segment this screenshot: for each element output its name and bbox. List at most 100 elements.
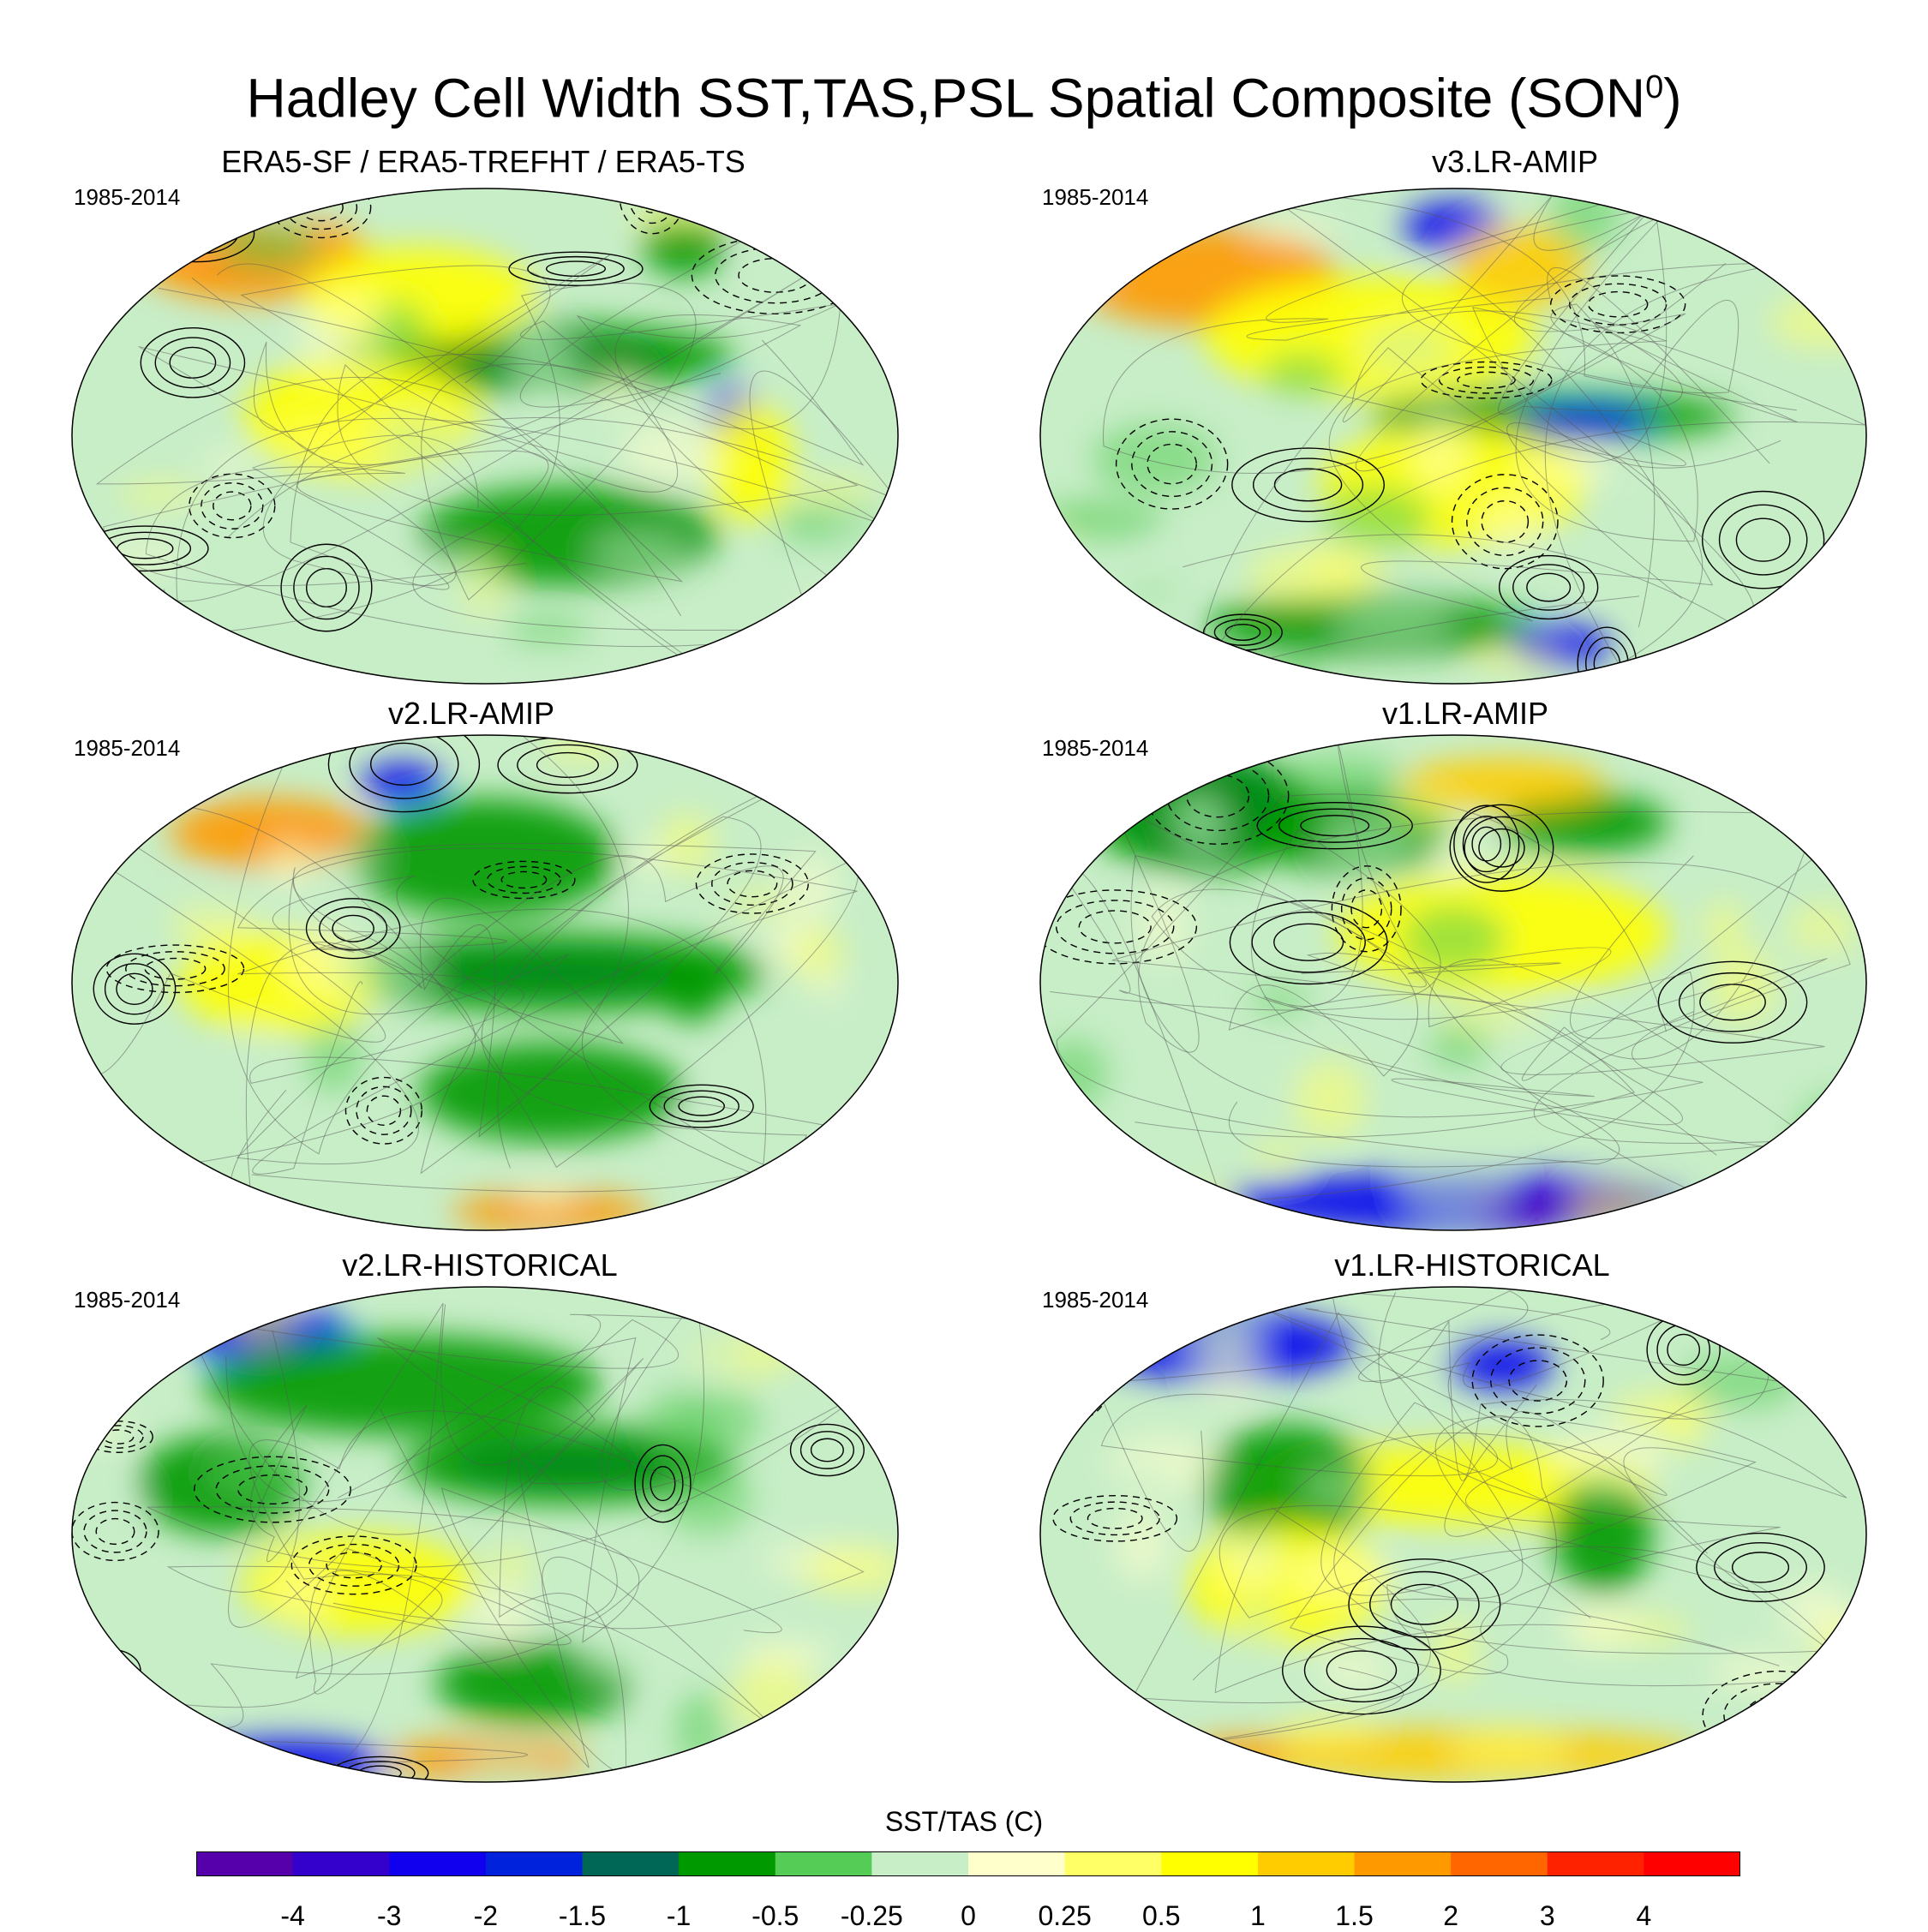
anomaly-patch — [816, 1153, 895, 1175]
anomaly-patch — [202, 1335, 602, 1435]
anomaly-patch — [626, 1310, 739, 1388]
anomaly-patch — [1219, 1546, 1282, 1588]
psl-contour — [1348, 1558, 1501, 1651]
psl-contour — [1331, 865, 1402, 953]
panel-period-v1-lr-historical: 1985-2014 — [1042, 1287, 1149, 1313]
psl-contour — [1498, 554, 1599, 620]
anomaly-patch — [1040, 234, 1113, 290]
panel-period-v2-lr-amip: 1985-2014 — [74, 735, 181, 761]
anomaly-patch — [1503, 793, 1669, 853]
map-v2-lr-amip — [71, 734, 899, 1231]
colorbar-swatch — [1644, 1851, 1740, 1876]
coastline — [1131, 1312, 1853, 1704]
coastline — [1057, 735, 1775, 1223]
map-outline — [71, 188, 899, 685]
psl-contour — [93, 953, 177, 1025]
anomaly-patch — [1471, 648, 1563, 672]
anomaly-patch — [111, 1724, 176, 1782]
coastline — [1183, 190, 1755, 627]
colorbar-tick-label: -2 — [473, 1900, 499, 1931]
coastline — [138, 254, 811, 602]
psl-contour — [500, 870, 548, 889]
psl-contour — [1798, 1300, 1866, 1392]
coastline — [309, 1304, 644, 1768]
psl-contour — [1213, 619, 1272, 646]
anomaly-patch — [743, 205, 847, 268]
anomaly-patch — [686, 1092, 733, 1155]
anomaly-patch — [1177, 1309, 1263, 1361]
anomaly-patch — [506, 615, 591, 644]
coastline — [1050, 828, 1837, 1159]
anomaly-patch — [1387, 793, 1458, 827]
psl-contour — [72, 1501, 159, 1562]
psl-contour — [154, 212, 239, 255]
anomaly-patch — [852, 893, 888, 915]
coastline — [1202, 201, 1798, 628]
anomaly-patch — [657, 812, 716, 876]
anomaly-patch — [1113, 1506, 1171, 1583]
psl-contour — [536, 751, 599, 779]
psl-contour — [1420, 361, 1553, 399]
anomaly-patch — [799, 1287, 898, 1347]
anomaly-patch — [1332, 603, 1453, 640]
panel-title-v1-lr-historical: v1.LR-HISTORICAL — [1334, 1247, 1610, 1283]
psl-contour — [327, 735, 481, 813]
psl-contour — [1464, 816, 1540, 880]
psl-contour — [663, 1090, 739, 1122]
psl-contour — [270, 188, 372, 239]
psl-contour — [1457, 371, 1516, 389]
psl-contour — [1667, 1333, 1701, 1367]
coastline — [229, 847, 858, 1223]
anomaly-patch — [117, 482, 203, 507]
anomaly-patch — [1783, 1582, 1847, 1625]
anomaly-patch — [299, 295, 391, 374]
psl-contour — [1224, 624, 1261, 641]
anomaly-patch — [1519, 406, 1653, 436]
psl-contour — [102, 1429, 135, 1445]
psl-contour — [1438, 366, 1535, 394]
anomaly-patch — [1040, 188, 1134, 218]
anomaly-patch — [1727, 1187, 1831, 1230]
anomaly-patch — [794, 1757, 853, 1782]
anomaly-patch — [1248, 547, 1368, 604]
anomaly-patch — [1184, 1062, 1313, 1099]
colorbar-swatch — [1451, 1851, 1548, 1876]
psl-contour — [1303, 1637, 1420, 1703]
psl-contour — [634, 1444, 692, 1523]
psl-contour — [1251, 911, 1366, 973]
anomaly-patch — [231, 1027, 283, 1098]
psl-contour — [213, 491, 252, 521]
anomaly-patch — [746, 1287, 832, 1324]
anomaly-patch — [1701, 901, 1746, 952]
colorbar-swatch — [1257, 1851, 1355, 1876]
psl-contour — [332, 914, 374, 942]
psl-contour — [1063, 1163, 1150, 1230]
anomaly-patch — [1401, 904, 1506, 974]
anomaly-patch — [471, 1586, 535, 1645]
psl-contour — [125, 951, 225, 987]
anomaly-patch — [264, 840, 315, 890]
psl-contour — [1815, 1313, 1866, 1379]
anomaly-patch — [781, 852, 839, 922]
anomaly-patch — [72, 1476, 146, 1514]
psl-contour — [1481, 499, 1530, 543]
panel-period-v1-lr-amip: 1985-2014 — [1042, 735, 1149, 761]
psl-contour — [1489, 1347, 1586, 1415]
colorbar-swatch — [389, 1851, 487, 1876]
psl-contour — [370, 742, 438, 787]
anomaly-patch — [170, 798, 369, 869]
psl-contour — [319, 906, 388, 951]
psl-contour — [215, 1465, 330, 1514]
coastline — [95, 314, 897, 631]
anomaly-patch — [1659, 1396, 1703, 1454]
psl-contour — [1052, 1494, 1178, 1542]
psl-contour — [85, 1649, 141, 1694]
anomaly-patch — [1092, 424, 1218, 494]
psl-contour — [1526, 572, 1572, 602]
coastline — [147, 1330, 877, 1679]
anomaly-patch — [841, 1198, 898, 1230]
psl-contour — [356, 1086, 412, 1135]
psl-contour — [1281, 1625, 1441, 1715]
anomaly-patch — [1553, 1474, 1653, 1594]
anomaly-patch — [151, 218, 231, 245]
